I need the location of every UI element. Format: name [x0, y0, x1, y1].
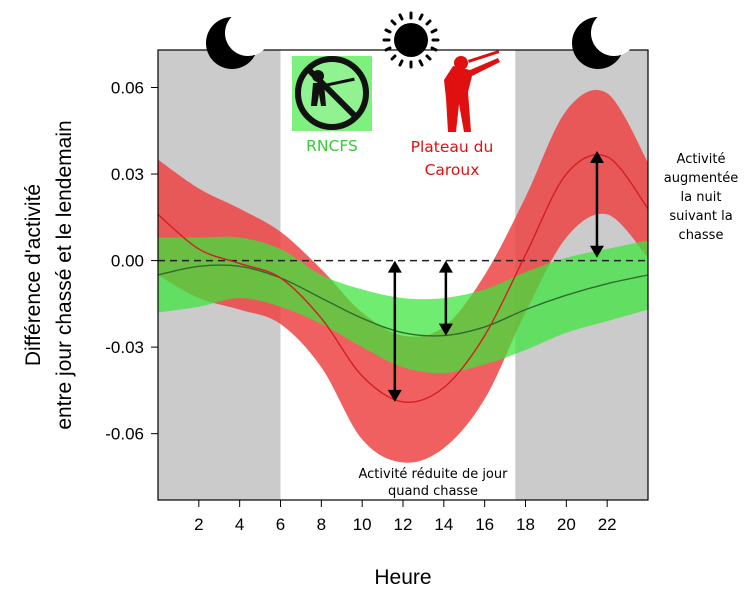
x-tick-label: 2 — [194, 515, 203, 534]
series-line-rncfs — [157, 264, 649, 337]
x-tick-label: 16 — [475, 515, 494, 534]
annotation-night-line-2: augmentée — [664, 171, 738, 186]
no-hunting-icon — [292, 56, 372, 131]
y-tick-label: 0.00 — [111, 252, 144, 271]
arrow-head — [589, 245, 604, 258]
y-tick-label: -0.06 — [105, 425, 144, 444]
arrow-head — [438, 323, 453, 336]
annotation-night-line-5: chasse — [679, 228, 724, 243]
x-tick-label: 20 — [557, 515, 576, 534]
y-tick-label: -0.03 — [105, 338, 144, 357]
annotation-day-line-2: quand chasse — [388, 484, 478, 499]
sun-icon — [382, 11, 440, 69]
arrow-head — [438, 260, 453, 273]
x-tick-label: 8 — [317, 515, 326, 534]
y-tick-label: 0.03 — [111, 165, 144, 184]
annotations: Activité réduite de jour quand chasse Ac… — [359, 152, 739, 499]
y-tick-label: 0.06 — [111, 79, 144, 98]
arrow-head — [589, 150, 604, 163]
x-tick-label: 10 — [353, 515, 372, 534]
double-arrow — [387, 260, 402, 402]
annotation-night-line-3: la nuit — [681, 190, 722, 205]
moon-icon — [572, 10, 637, 69]
y-axis-title-line-1: Différence d'activité — [22, 184, 45, 366]
double-arrow — [438, 260, 453, 336]
x-tick-label: 6 — [276, 515, 285, 534]
x-tick-label: 22 — [598, 515, 617, 534]
moon-icon — [206, 10, 271, 69]
hunter-icon — [444, 50, 500, 132]
site-label-rncfs: RNCFS — [306, 137, 358, 155]
site-label-caroux-line-1: Plateau du — [411, 138, 494, 156]
arrow-head — [387, 389, 402, 402]
annotation-night-line-4: suivant la — [669, 209, 732, 224]
double-arrow — [589, 150, 604, 258]
x-axis-title: Heure — [374, 566, 431, 589]
icons — [206, 10, 637, 132]
x-tick-label: 12 — [394, 515, 413, 534]
plot-area — [157, 50, 649, 500]
y-axis-title-line-2: entre jour chassé et le lendemain — [53, 120, 76, 429]
annotation-day-line-1: Activité réduite de jour — [359, 467, 509, 482]
arrow-head — [387, 260, 402, 273]
site-label-caroux-line-2: Caroux — [425, 161, 480, 179]
x-tick-label: 14 — [434, 515, 453, 534]
confidence-band-rncfs — [158, 236, 648, 374]
x-tick-label: 4 — [235, 515, 244, 534]
axes: 2 4 6 8 10 12 14 16 18 20 22 0.06 0.03 0.00 -0.03 -0.06… — [22, 49, 649, 589]
annotation-night-line-1: Activité — [677, 152, 726, 167]
site-legend: RNCFS Plateau du Caroux — [306, 137, 493, 179]
x-tick-label: 18 — [516, 515, 535, 534]
series-line-caroux — [157, 154, 649, 404]
